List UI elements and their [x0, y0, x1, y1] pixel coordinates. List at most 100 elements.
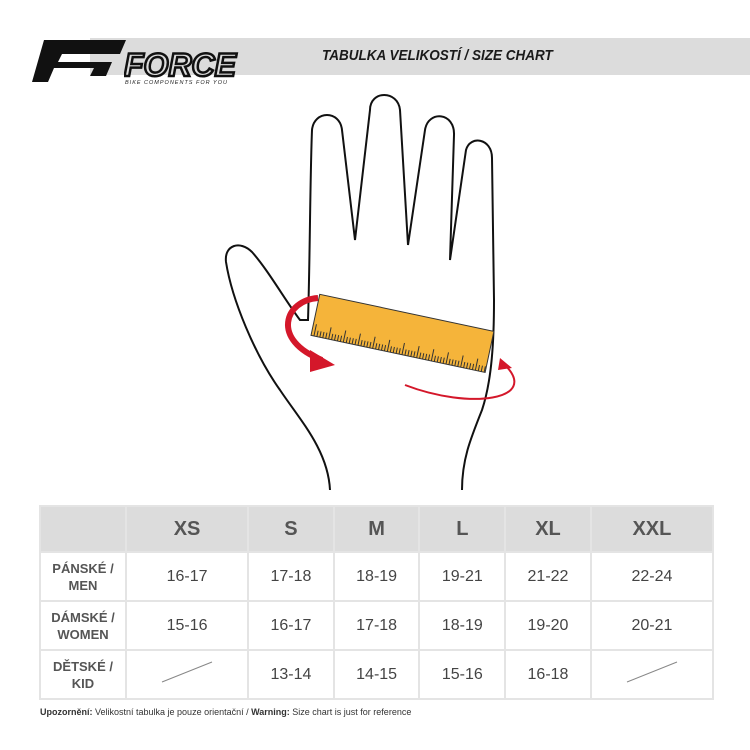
- col-header: L: [418, 505, 507, 553]
- tape-tick: [389, 346, 392, 353]
- tape-tick: [357, 333, 361, 346]
- col-header: S: [247, 505, 335, 553]
- cell: 16-17: [124, 551, 250, 602]
- tape-tick: [410, 350, 413, 357]
- tape-tick: [430, 349, 435, 362]
- header-bar: [90, 38, 750, 75]
- col-header: XXL: [589, 505, 715, 553]
- cell: 20-21: [589, 600, 715, 651]
- col-header: XL: [504, 505, 592, 553]
- header-row: XS S M L XL XXL: [39, 505, 715, 553]
- table-row: DĚTSKÉ / KID 13-14 14-15 15-16 16-18: [39, 649, 715, 700]
- na-cell: [589, 649, 715, 700]
- table-row: PÁNSKÉ / MEN 16-17 17-18 18-19 19-21 21-22 22…: [39, 551, 715, 602]
- force-logo: [32, 40, 126, 82]
- tape-tick: [471, 363, 475, 370]
- tape-tick: [398, 348, 401, 355]
- tape-tick: [483, 366, 486, 373]
- tape-tick: [319, 331, 322, 338]
- row-label: DĚTSKÉ / KID: [39, 649, 127, 700]
- tape-tick: [436, 356, 439, 363]
- cell: 17-18: [247, 551, 335, 602]
- tape-tick: [404, 349, 407, 356]
- tape-tick: [316, 330, 319, 337]
- cell: 15-16: [124, 600, 250, 651]
- tape-tick: [422, 353, 425, 360]
- tape-tick: [342, 330, 347, 343]
- tape-tick: [480, 365, 483, 372]
- tape-tick: [454, 359, 457, 367]
- tape-tick: [451, 359, 454, 366]
- tape-tick: [369, 341, 372, 348]
- row-label: PÁNSKÉ / MEN: [39, 551, 127, 602]
- row-label: DÁMSKÉ / WOMEN: [39, 600, 127, 651]
- tape-tick: [413, 351, 416, 358]
- tape-tick: [424, 353, 428, 360]
- tape-tick: [419, 352, 422, 359]
- tape-tick: [416, 346, 420, 358]
- force-wordmark: FORCE: [124, 50, 239, 80]
- tape-tick: [322, 331, 325, 338]
- tape-tick: [360, 340, 363, 347]
- cell: 18-19: [418, 600, 507, 651]
- tape-tick: [328, 327, 332, 340]
- tape-tick: [477, 364, 481, 372]
- tape-tick: [466, 362, 469, 369]
- tape-tick: [380, 344, 384, 351]
- tape-tick: [457, 360, 460, 367]
- cell: 21-22: [504, 551, 592, 602]
- cell: 17-18: [332, 600, 421, 651]
- tape-tick: [433, 355, 436, 362]
- cell: 18-19: [332, 551, 421, 602]
- tape-tick: [439, 356, 442, 363]
- hand-illustration: /* ticks drawn below */: [224, 94, 516, 491]
- tagline: BIKE COMPONENTS FOR YOU: [125, 80, 228, 86]
- tape-tick: [348, 337, 351, 344]
- arrow-right-icon: [404, 364, 516, 400]
- tape-tick: [331, 333, 334, 340]
- arrow-right-head: [498, 358, 512, 370]
- tape-tick: [474, 358, 479, 371]
- tape-tick: [383, 345, 387, 352]
- table-row: DÁMSKÉ / WOMEN 15-16 16-17 17-18 18-19 19-20…: [39, 600, 715, 651]
- col-header: M: [332, 505, 421, 553]
- tape-tick: [345, 336, 348, 343]
- cell: 13-14: [247, 649, 335, 700]
- tape-tick: [427, 354, 431, 361]
- cell: 22-24: [589, 551, 715, 602]
- tape-tick: [395, 347, 398, 354]
- corner-cell: [39, 505, 127, 553]
- tape-tick: [448, 358, 451, 365]
- size-table: XS S M L XL XXL PÁNSKÉ / MEN 16-17 17-18 1…: [39, 505, 715, 700]
- page-title: TABULKA VELIKOSTÍ / SIZE CHART: [322, 47, 553, 64]
- warning-note: Upozornění: Velikostní tabulka je pouze …: [40, 707, 412, 717]
- tape-tick: [366, 341, 369, 348]
- tape-tick: [401, 342, 405, 355]
- tape-tick: [313, 324, 317, 337]
- tape-tick: [372, 336, 376, 349]
- tape-tick: [354, 338, 357, 345]
- cell: 15-16: [418, 649, 507, 700]
- tape-tick: [363, 340, 366, 347]
- arrow-left-icon: [285, 295, 324, 363]
- tape-tick: [375, 343, 378, 350]
- tape-tick: [378, 343, 381, 350]
- na-cell: [124, 649, 250, 700]
- tape-tick: [463, 361, 466, 368]
- col-header: XS: [124, 505, 250, 553]
- tape-tick: [442, 357, 445, 364]
- tape-tick: [325, 332, 328, 339]
- cell: 14-15: [332, 649, 421, 700]
- cell: 19-21: [418, 551, 507, 602]
- tape-tick: [336, 335, 340, 342]
- tape-tick: [445, 352, 449, 365]
- tape-tick: [351, 338, 354, 345]
- tape-tick: [386, 339, 391, 352]
- tape-tick: [392, 346, 395, 353]
- tape-tick: [407, 350, 410, 357]
- cell: 16-17: [247, 600, 335, 651]
- cell: 19-20: [504, 600, 592, 651]
- tape-tick: [460, 355, 464, 368]
- hand-outline: [224, 94, 496, 491]
- arrow-left-head: [310, 350, 335, 372]
